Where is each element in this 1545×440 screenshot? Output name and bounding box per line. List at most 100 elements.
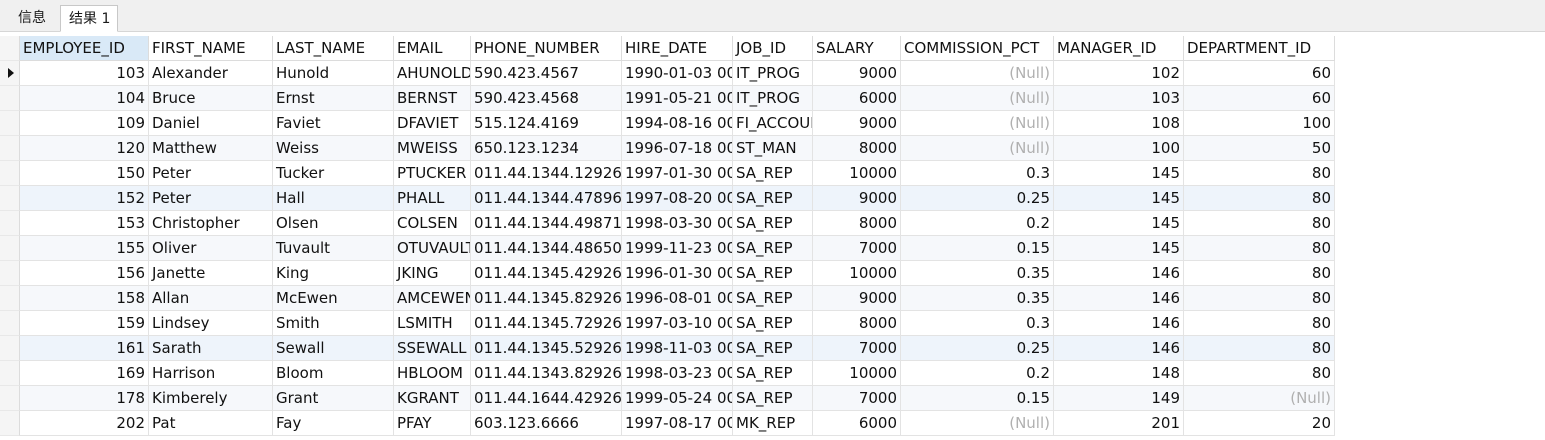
- table-row[interactable]: 153 Christopher Olsen COLSEN 011.44.1344.498…: [0, 211, 1545, 236]
- cell-commission-pct[interactable]: (Null): [901, 86, 1054, 111]
- cell-phone-number[interactable]: 011.44.1644.429263: [471, 386, 622, 411]
- cell-phone-number[interactable]: 590.423.4568: [471, 86, 622, 111]
- cell-employee-id[interactable]: 103: [20, 61, 149, 86]
- cell-last-name[interactable]: Faviet: [273, 111, 394, 136]
- cell-email[interactable]: AHUNOLD: [394, 61, 471, 86]
- column-header-employee-id[interactable]: EMPLOYEE_ID: [20, 36, 149, 61]
- cell-email[interactable]: MWEISS: [394, 136, 471, 161]
- cell-job-id[interactable]: ST_MAN: [733, 136, 813, 161]
- column-header-department-id[interactable]: DEPARTMENT_ID: [1184, 36, 1335, 61]
- row-indicator[interactable]: [0, 186, 20, 211]
- cell-email[interactable]: COLSEN: [394, 211, 471, 236]
- cell-hire-date[interactable]: 1991-05-21 00:: [622, 86, 733, 111]
- cell-last-name[interactable]: Tuvault: [273, 236, 394, 261]
- cell-commission-pct[interactable]: (Null): [901, 61, 1054, 86]
- cell-commission-pct[interactable]: 0.35: [901, 261, 1054, 286]
- cell-job-id[interactable]: SA_REP: [733, 211, 813, 236]
- cell-first-name[interactable]: Alexander: [149, 61, 273, 86]
- cell-manager-id[interactable]: 148: [1054, 361, 1184, 386]
- cell-last-name[interactable]: Olsen: [273, 211, 394, 236]
- cell-job-id[interactable]: SA_REP: [733, 361, 813, 386]
- cell-department-id[interactable]: 50: [1184, 136, 1335, 161]
- cell-hire-date[interactable]: 1997-01-30 00:: [622, 161, 733, 186]
- cell-last-name[interactable]: Fay: [273, 411, 394, 436]
- cell-phone-number[interactable]: 011.44.1345.729268: [471, 311, 622, 336]
- cell-salary[interactable]: 9000: [813, 186, 901, 211]
- cell-first-name[interactable]: Daniel: [149, 111, 273, 136]
- cell-department-id[interactable]: 20: [1184, 411, 1335, 436]
- cell-manager-id[interactable]: 146: [1054, 336, 1184, 361]
- table-row[interactable]: 178 Kimberely Grant KGRANT 011.44.1644.42926…: [0, 386, 1545, 411]
- row-indicator[interactable]: [0, 336, 20, 361]
- cell-salary[interactable]: 9000: [813, 61, 901, 86]
- cell-email[interactable]: DFAVIET: [394, 111, 471, 136]
- cell-phone-number[interactable]: 515.124.4169: [471, 111, 622, 136]
- cell-first-name[interactable]: Janette: [149, 261, 273, 286]
- cell-first-name[interactable]: Matthew: [149, 136, 273, 161]
- cell-manager-id[interactable]: 146: [1054, 286, 1184, 311]
- table-row[interactable]: 103 Alexander Hunold AHUNOLD 590.423.4567 199…: [0, 61, 1545, 86]
- cell-hire-date[interactable]: 1997-08-17 00:: [622, 411, 733, 436]
- cell-employee-id[interactable]: 161: [20, 336, 149, 361]
- cell-employee-id[interactable]: 158: [20, 286, 149, 311]
- row-indicator[interactable]: [0, 86, 20, 111]
- cell-salary[interactable]: 10000: [813, 361, 901, 386]
- cell-commission-pct[interactable]: 0.35: [901, 286, 1054, 311]
- column-header-email[interactable]: EMAIL: [394, 36, 471, 61]
- cell-email[interactable]: OTUVAULT: [394, 236, 471, 261]
- column-header-phone-number[interactable]: PHONE_NUMBER: [471, 36, 622, 61]
- cell-job-id[interactable]: IT_PROG: [733, 61, 813, 86]
- cell-manager-id[interactable]: 146: [1054, 311, 1184, 336]
- row-indicator[interactable]: [0, 411, 20, 436]
- cell-last-name[interactable]: Ernst: [273, 86, 394, 111]
- cell-hire-date[interactable]: 1996-08-01 00:: [622, 286, 733, 311]
- cell-manager-id[interactable]: 149: [1054, 386, 1184, 411]
- cell-email[interactable]: AMCEWEN: [394, 286, 471, 311]
- cell-commission-pct[interactable]: 0.3: [901, 311, 1054, 336]
- cell-employee-id[interactable]: 155: [20, 236, 149, 261]
- cell-first-name[interactable]: Allan: [149, 286, 273, 311]
- table-row[interactable]: 158 Allan McEwen AMCEWEN 011.44.1345.829268 1…: [0, 286, 1545, 311]
- cell-manager-id[interactable]: 145: [1054, 236, 1184, 261]
- cell-email[interactable]: LSMITH: [394, 311, 471, 336]
- cell-job-id[interactable]: SA_REP: [733, 336, 813, 361]
- cell-hire-date[interactable]: 1994-08-16 00:: [622, 111, 733, 136]
- cell-manager-id[interactable]: 146: [1054, 261, 1184, 286]
- row-indicator[interactable]: [0, 361, 20, 386]
- cell-first-name[interactable]: Sarath: [149, 336, 273, 361]
- cell-commission-pct[interactable]: 0.25: [901, 186, 1054, 211]
- cell-job-id[interactable]: SA_REP: [733, 236, 813, 261]
- cell-last-name[interactable]: Hunold: [273, 61, 394, 86]
- cell-employee-id[interactable]: 153: [20, 211, 149, 236]
- cell-department-id[interactable]: 100: [1184, 111, 1335, 136]
- cell-salary[interactable]: 8000: [813, 311, 901, 336]
- cell-commission-pct[interactable]: 0.2: [901, 361, 1054, 386]
- cell-first-name[interactable]: Harrison: [149, 361, 273, 386]
- table-row[interactable]: 155 Oliver Tuvault OTUVAULT 011.44.1344.4865…: [0, 236, 1545, 261]
- cell-hire-date[interactable]: 1998-03-30 00:: [622, 211, 733, 236]
- cell-employee-id[interactable]: 109: [20, 111, 149, 136]
- cell-salary[interactable]: 9000: [813, 286, 901, 311]
- cell-employee-id[interactable]: 178: [20, 386, 149, 411]
- cell-manager-id[interactable]: 108: [1054, 111, 1184, 136]
- cell-employee-id[interactable]: 202: [20, 411, 149, 436]
- cell-employee-id[interactable]: 104: [20, 86, 149, 111]
- cell-phone-number[interactable]: 603.123.6666: [471, 411, 622, 436]
- cell-salary[interactable]: 8000: [813, 136, 901, 161]
- cell-hire-date[interactable]: 1998-11-03 00:: [622, 336, 733, 361]
- cell-manager-id[interactable]: 145: [1054, 211, 1184, 236]
- cell-hire-date[interactable]: 1990-01-03 00:: [622, 61, 733, 86]
- cell-hire-date[interactable]: 1997-08-20 00:: [622, 186, 733, 211]
- table-row[interactable]: 202 Pat Fay PFAY 603.123.6666 1997-08-17 00: M…: [0, 411, 1545, 436]
- cell-job-id[interactable]: IT_PROG: [733, 86, 813, 111]
- cell-department-id[interactable]: (Null): [1184, 386, 1335, 411]
- cell-salary[interactable]: 8000: [813, 211, 901, 236]
- cell-email[interactable]: BERNST: [394, 86, 471, 111]
- cell-department-id[interactable]: 80: [1184, 161, 1335, 186]
- cell-first-name[interactable]: Pat: [149, 411, 273, 436]
- cell-manager-id[interactable]: 145: [1054, 161, 1184, 186]
- cell-hire-date[interactable]: 1997-03-10 00:: [622, 311, 733, 336]
- cell-last-name[interactable]: Hall: [273, 186, 394, 211]
- cell-salary[interactable]: 7000: [813, 336, 901, 361]
- cell-department-id[interactable]: 60: [1184, 86, 1335, 111]
